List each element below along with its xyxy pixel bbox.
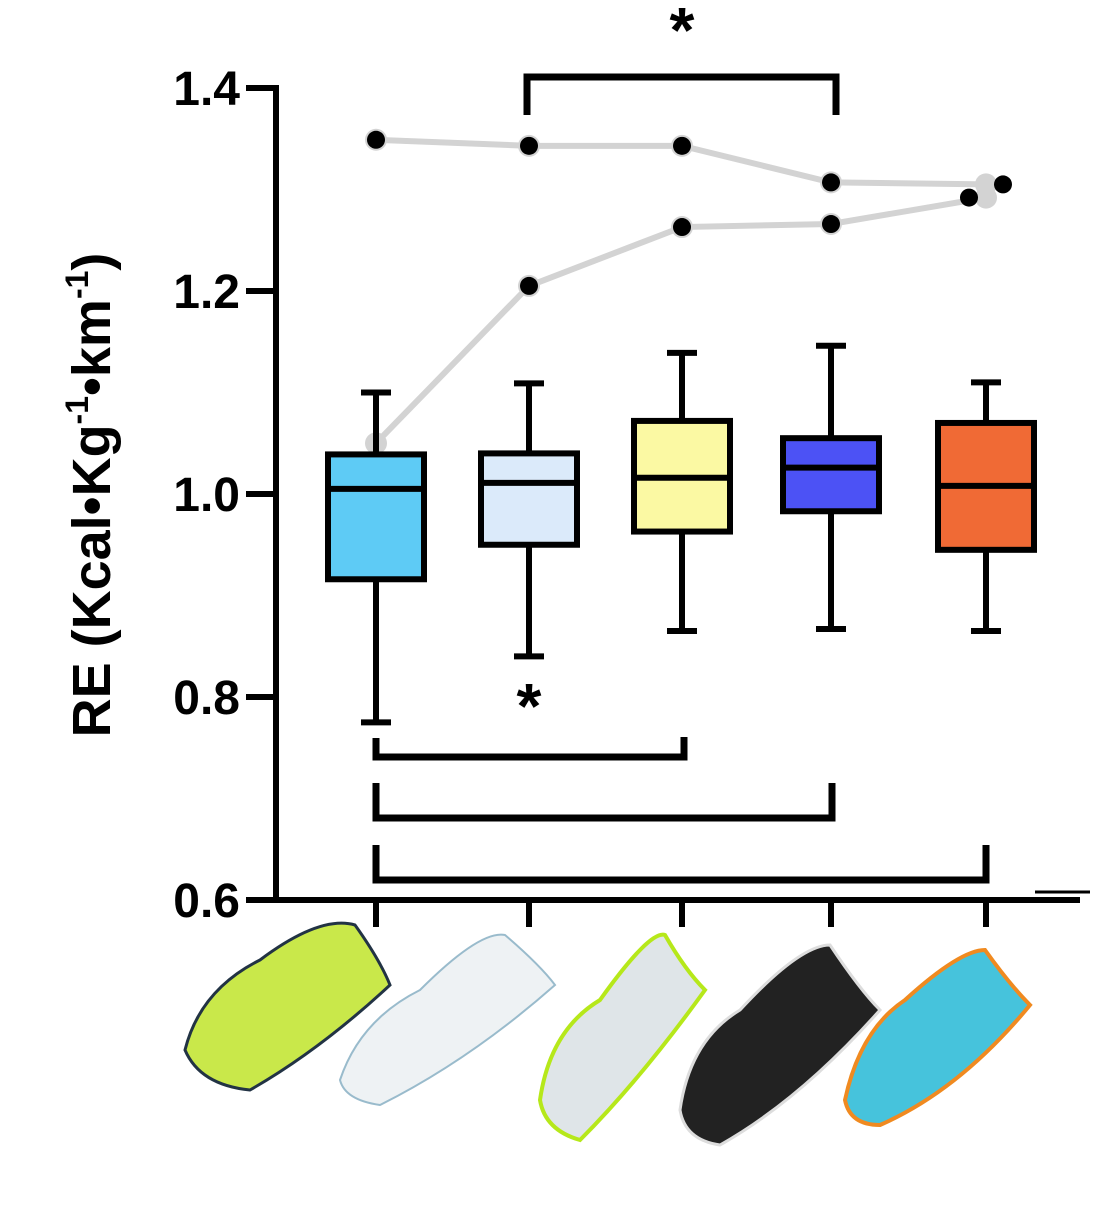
outlier (822, 215, 840, 234)
shoe (678, 943, 883, 1147)
significance-star: * (517, 670, 542, 742)
shoe (338, 933, 557, 1107)
outlier (520, 136, 538, 155)
outlier (960, 188, 978, 207)
y-tick-label: 1.0 (173, 469, 240, 522)
y-axis-label-part: -1 (59, 271, 95, 299)
significance-bracket (372, 845, 990, 884)
outlier (673, 136, 691, 155)
y-tick-label: 1.4 (173, 63, 240, 116)
y-axis-label-part: •km (62, 299, 122, 396)
subject-point (975, 186, 997, 209)
outlier (994, 175, 1012, 194)
y-axis-label: RE (Kcal•Kg-1•km-1) (59, 253, 122, 738)
y-axis-label-part: ) (62, 253, 122, 271)
box (478, 450, 580, 548)
significance-bracket (523, 73, 840, 115)
shoes (183, 921, 1033, 1147)
significance-bracket (372, 737, 688, 761)
outlier (673, 218, 691, 237)
box (780, 435, 882, 515)
shoe (183, 921, 392, 1092)
outlier (822, 173, 840, 192)
y-tick-label: 1.2 (173, 266, 240, 319)
shoe (842, 947, 1033, 1128)
outlier (367, 130, 385, 149)
box (325, 451, 427, 583)
shoe (537, 932, 708, 1143)
outlier (520, 276, 538, 295)
y-tick-label: 0.6 (173, 875, 240, 928)
y-axis-label-part: RE (Kcal•Kg (62, 424, 122, 737)
y-tick-label: 0.8 (173, 672, 240, 725)
significance-bracket (372, 783, 836, 822)
y-axis-label-part: -1 (59, 396, 95, 424)
significance-star: * (670, 0, 695, 66)
